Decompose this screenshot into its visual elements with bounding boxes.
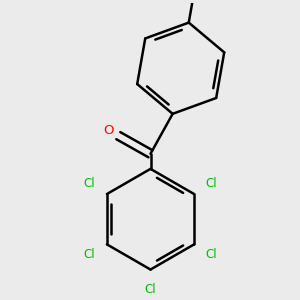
Text: Cl: Cl [145, 283, 156, 296]
Text: Cl: Cl [84, 248, 95, 261]
Text: O: O [103, 124, 113, 137]
Text: Cl: Cl [84, 178, 95, 190]
Text: Cl: Cl [206, 248, 217, 261]
Text: Cl: Cl [206, 178, 217, 190]
